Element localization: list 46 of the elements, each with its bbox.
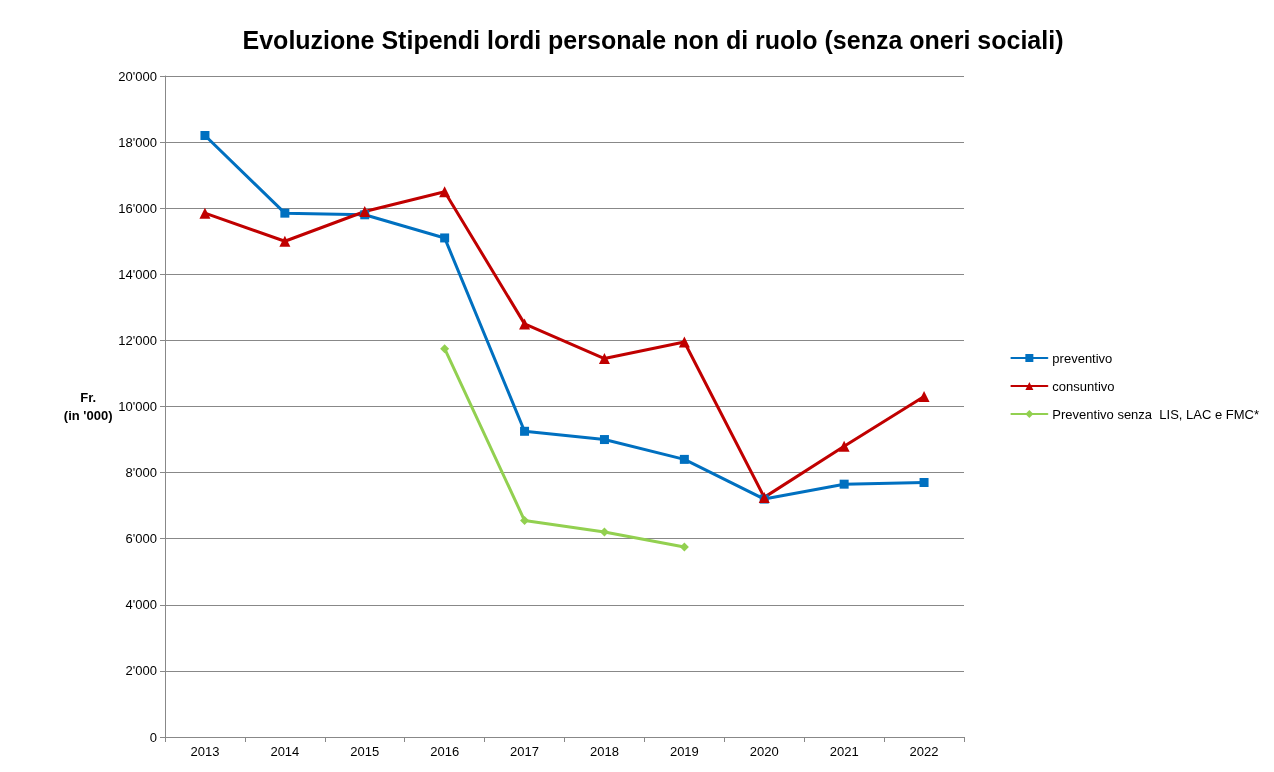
- x-tick-label: 2017: [510, 744, 540, 759]
- y-tick-label: 6'000: [125, 531, 157, 547]
- point: [839, 479, 849, 489]
- x-tick-label: 2021: [829, 744, 859, 759]
- x-tick-label: 2014: [270, 744, 300, 759]
- y-tick-label: 2'000: [125, 663, 157, 679]
- x-tick-label: 2015: [350, 744, 380, 759]
- point: [918, 391, 930, 403]
- x-tick-label: 2020: [749, 744, 779, 759]
- point: [519, 318, 531, 330]
- x-tick-label: 2018: [589, 744, 619, 759]
- x-tick-label: 2016: [430, 744, 460, 759]
- y-tick-label: 8'000: [125, 465, 157, 481]
- legend-label: preventivo: [1052, 350, 1113, 366]
- y-tick-label: 0: [149, 729, 157, 745]
- legend-label: Preventivo senza LIS, LAC e FMC*: [1052, 406, 1260, 422]
- point: [440, 233, 450, 243]
- y-tick-label: 20'000: [118, 68, 157, 84]
- x-tick-label: 2019: [669, 744, 699, 759]
- point: [598, 353, 610, 365]
- x-tick-label: 2013: [190, 744, 220, 759]
- point: [520, 516, 530, 526]
- y-tick-label: 16'000: [118, 200, 157, 216]
- point: [678, 336, 690, 348]
- y-tick-label: 18'000: [118, 134, 157, 150]
- point: [919, 478, 929, 488]
- point: [838, 440, 850, 452]
- point: [679, 542, 689, 552]
- point: [520, 426, 530, 436]
- y-tick-label: 12'000: [118, 332, 157, 348]
- y-tick-label: 10'000: [118, 399, 157, 414]
- point: [599, 435, 609, 445]
- y-tick-label: 4'000: [125, 597, 157, 613]
- chart-title: Evoluzione Stipendi lordi personale non di ruolo (senza oneri sociali): [242, 25, 1064, 54]
- y-tick-label: 14'000: [118, 266, 157, 282]
- y-axis-title: Fr. (in '000): [63, 390, 113, 423]
- point: [439, 186, 451, 198]
- point: [359, 206, 371, 218]
- legend-label: consuntivo: [1052, 378, 1115, 394]
- point: [200, 130, 210, 140]
- point: [679, 454, 689, 464]
- point: [440, 344, 450, 354]
- point: [199, 207, 211, 219]
- point: [280, 208, 290, 218]
- x-tick-label: 2022: [909, 744, 939, 759]
- point: [279, 235, 291, 247]
